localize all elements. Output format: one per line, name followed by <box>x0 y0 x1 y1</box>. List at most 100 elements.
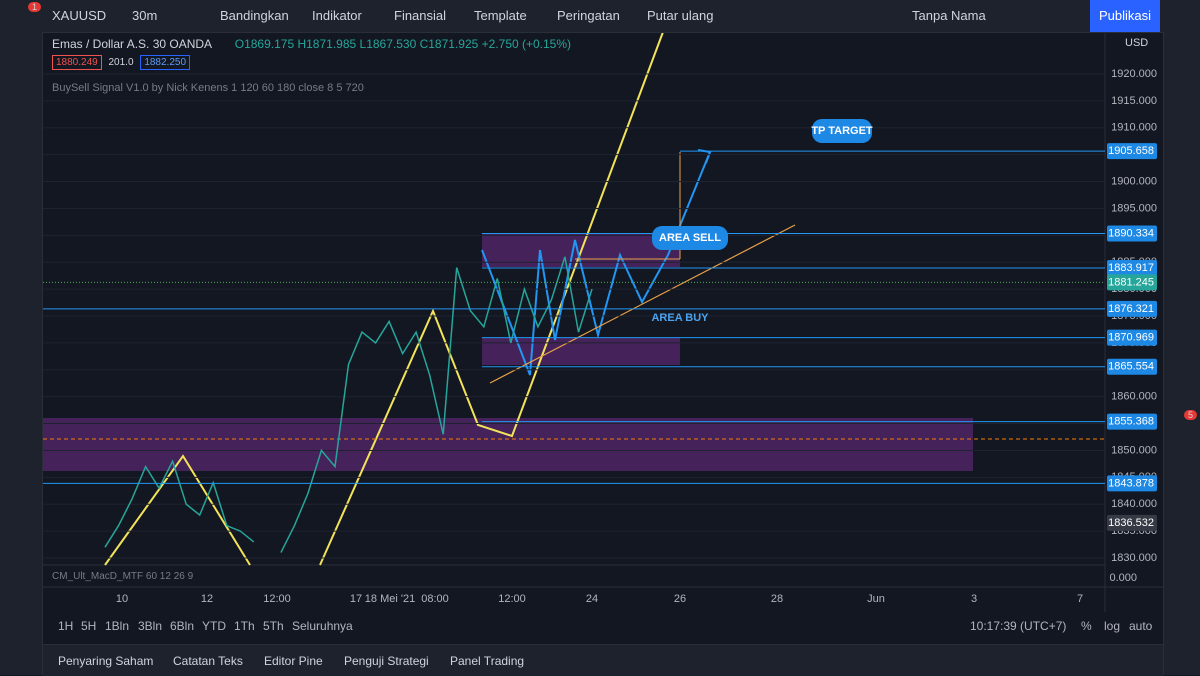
scale-option[interactable]: % <box>1081 619 1092 633</box>
level-tag <box>1107 413 1157 430</box>
level-tag <box>1107 143 1157 160</box>
level-label: 1870.969 <box>1108 332 1154 344</box>
level-tag <box>1107 225 1157 242</box>
range-button[interactable]: 1H <box>58 619 74 633</box>
range-button[interactable]: 6Bln <box>170 619 195 633</box>
range-button[interactable]: 1Bln <box>105 619 130 633</box>
x-tick-label: 3 <box>971 593 977 605</box>
y-tick-label: 1920.000 <box>1111 68 1157 80</box>
range-button[interactable]: 1Th <box>234 619 255 633</box>
range-button[interactable]: 3Bln <box>138 619 163 633</box>
y-tick-label: 1895.000 <box>1111 202 1157 214</box>
panel-tab[interactable]: Catatan Teks <box>173 654 243 668</box>
x-tick-label: 7 <box>1077 593 1083 605</box>
right-toolbar: 5 <box>1163 32 1200 675</box>
x-tick-label: Jun <box>867 593 885 605</box>
panel-tabs: Penyaring Saham Catatan Teks Editor Pine Pe… <box>43 644 1163 676</box>
ohlc: O1869.175 H1871.985 L1867.530 C1871.925 … <box>234 37 572 51</box>
bid[interactable]: 1880.249 <box>52 55 102 70</box>
indicator-label: CM_Ult_MacD_MTF 60 12 26 9 <box>52 571 194 582</box>
range-button[interactable]: 5Th <box>263 619 284 633</box>
y-tick-label: 1900.000 <box>1111 175 1157 187</box>
level-label: 1855.368 <box>1108 415 1154 427</box>
price-tag <box>1107 274 1157 291</box>
toolbar-button[interactable]: Peringatan <box>557 8 620 23</box>
x-tick-label: 18 Mei '21 <box>365 593 415 605</box>
level-tag <box>1107 329 1157 346</box>
level-label: 1905.658 <box>1108 145 1154 157</box>
x-tick-label: 12:00 <box>498 593 526 605</box>
range-button[interactable]: YTD <box>202 619 226 633</box>
lower-pane-value: 0.000 <box>1109 572 1137 584</box>
level-tag <box>1107 475 1157 492</box>
interval[interactable]: 30m <box>132 8 158 23</box>
badge: 1 <box>28 2 42 12</box>
annotation: AREA BUY <box>651 312 709 324</box>
x-tick-label: 28 <box>771 593 783 605</box>
range-button[interactable]: 5H <box>81 619 97 633</box>
spread: 201.0 <box>108 57 134 68</box>
symbol[interactable]: XAUUSD <box>52 8 107 23</box>
level-label: 1843.878 <box>1108 477 1154 489</box>
pattern-line <box>104 454 251 566</box>
toolbar-button[interactable]: Finansial <box>394 8 447 23</box>
x-tick-label: 24 <box>586 593 598 605</box>
y-tick-label: 1840.000 <box>1111 498 1157 510</box>
demand-zone <box>43 418 973 471</box>
currency: USD <box>1125 37 1148 49</box>
callout <box>812 119 872 143</box>
price-label: 1881.245 <box>1108 276 1154 288</box>
panel-tab[interactable]: Penguji Strategi <box>344 654 429 668</box>
y-tick-label: 1910.000 <box>1111 122 1157 134</box>
projection <box>481 151 711 376</box>
x-tick-label: 08:00 <box>421 593 449 605</box>
panel-tab[interactable]: Penyaring Saham <box>58 654 154 668</box>
arrow-head <box>697 149 712 164</box>
price-label: 1836.532 <box>1108 517 1154 529</box>
annotation: TP TARGET <box>811 125 873 137</box>
layout-name[interactable]: Tanpa Nama <box>912 8 986 23</box>
callout <box>652 226 728 250</box>
level-tag <box>1107 358 1157 375</box>
toolbar-button[interactable]: Indikator <box>312 8 362 23</box>
range-button[interactable]: Seluruhnya <box>292 619 353 633</box>
bottom-bar: 1H 5H 1Bln 3Bln 6Bln YTD 1Th 5Th Seluruhnya 10:17… <box>43 612 1163 640</box>
y-tick-label: 1830.000 <box>1111 552 1157 564</box>
price-tag <box>1107 514 1157 531</box>
scale-option[interactable]: log <box>1104 619 1121 633</box>
trend-line <box>489 224 796 384</box>
level-tag <box>1107 300 1157 317</box>
level-label: 1865.554 <box>1108 361 1154 373</box>
scale-option[interactable]: auto <box>1129 619 1153 633</box>
publish-button[interactable]: Publikasi <box>1090 0 1160 32</box>
price-line <box>104 256 593 553</box>
level-label: 1876.321 <box>1108 303 1154 315</box>
y-tick-label: 1850.000 <box>1111 444 1157 456</box>
level-label: 1883.917 <box>1108 262 1154 274</box>
y-tick-label: 1860.000 <box>1111 391 1157 403</box>
x-tick-label: 26 <box>674 593 686 605</box>
quote: 1880.249 201.0 1882.250 <box>52 55 191 70</box>
panel-tab[interactable]: Panel Trading <box>450 654 525 668</box>
annotation: AREA SELL <box>659 232 721 244</box>
legend-title: Emas / Dollar A.S. 30 OANDA <box>52 37 212 51</box>
drawing-toolbar <box>0 32 43 675</box>
y-tick-label: 1915.000 <box>1111 95 1157 107</box>
badge: 5 <box>1184 410 1198 420</box>
panel-tab[interactable]: Editor Pine <box>264 654 323 668</box>
x-tick-label: 17 <box>350 593 362 605</box>
level-label: 1890.334 <box>1108 227 1154 239</box>
toolbar-button[interactable]: Bandingkan <box>220 8 289 23</box>
x-tick-label: 12 <box>201 593 213 605</box>
toolbar-button[interactable]: Putar ulang <box>647 8 714 23</box>
toolbar-button[interactable]: Template <box>474 8 527 23</box>
level-tag <box>1107 260 1157 277</box>
clock: 10:17:39 (UTC+7) <box>970 619 1067 633</box>
x-tick-label: 12:00 <box>263 593 291 605</box>
top-toolbar: 1 XAUUSD 30m Bandingkan Indikator Finans… <box>0 0 1200 33</box>
x-tick-label: 10 <box>116 593 128 605</box>
ask[interactable]: 1882.250 <box>140 55 191 70</box>
legend: Emas / Dollar A.S. 30 OANDA O1869.175 H1… <box>52 37 571 51</box>
